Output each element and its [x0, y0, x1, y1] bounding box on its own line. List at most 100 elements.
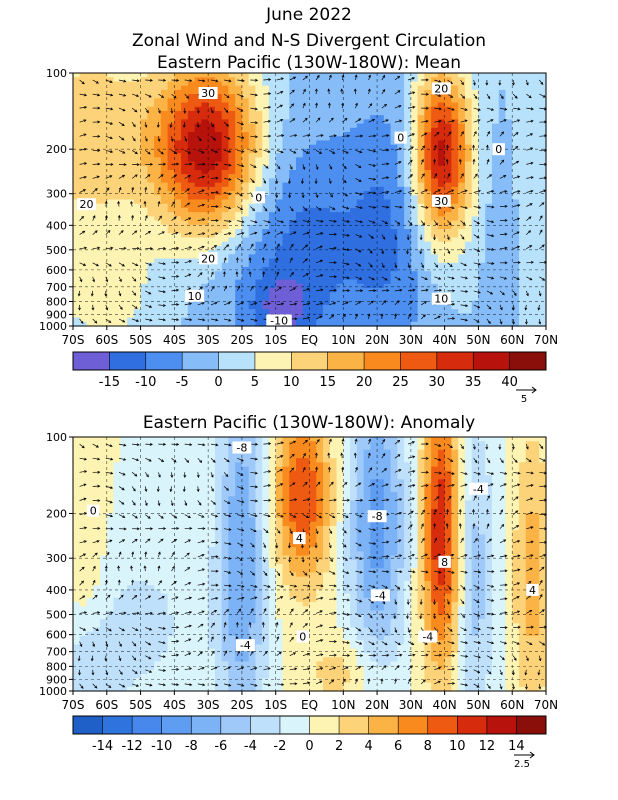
- field-cell: [187, 132, 196, 137]
- field-cell: [525, 250, 534, 255]
- wind-arrow-head: [228, 163, 232, 167]
- wind-arrow: [210, 122, 214, 128]
- field-cell: [214, 203, 223, 209]
- wind-arrow: [526, 203, 533, 207]
- field-cell: [93, 77, 101, 83]
- field-cell: [350, 199, 358, 205]
- field-cell: [262, 127, 270, 133]
- field-cell: [424, 157, 432, 163]
- wind-arrow: [316, 220, 324, 222]
- field-cell: [458, 136, 466, 142]
- wind-arrow: [512, 132, 519, 137]
- field-cell: [214, 161, 223, 167]
- field-cell: [79, 313, 88, 319]
- field-cell: [323, 140, 331, 146]
- field-cell: [194, 224, 202, 230]
- field-cell: [167, 199, 175, 205]
- field-cell: [431, 321, 439, 327]
- field-cell: [167, 220, 175, 226]
- wind-arrow-head: [327, 88, 331, 92]
- field-cell: [431, 313, 439, 319]
- field-cell: [289, 245, 297, 251]
- field-cell: [485, 262, 493, 268]
- field-cell: [154, 174, 162, 180]
- field-cell: [329, 182, 338, 188]
- field-cell: [86, 98, 94, 104]
- field-cell: [390, 106, 398, 112]
- field-cell: [73, 110, 81, 116]
- wind-arrow: [394, 206, 402, 208]
- field-cell: [113, 102, 121, 108]
- field-cell: [532, 73, 540, 78]
- field-cell: [228, 153, 236, 158]
- field-cell: [410, 262, 419, 268]
- field-cell: [147, 144, 155, 150]
- field-cell: [167, 132, 175, 137]
- field-cell: [235, 321, 243, 327]
- field-cell: [214, 313, 223, 319]
- field-cell: [221, 73, 230, 78]
- field-cell: [539, 245, 547, 251]
- field-cell: [471, 195, 480, 201]
- field-cell: [194, 127, 202, 133]
- field-cell: [478, 81, 486, 87]
- field-cell: [370, 292, 378, 298]
- field-cell: [397, 127, 405, 133]
- field-cell: [228, 317, 236, 323]
- field-cell: [404, 132, 412, 137]
- field-cell: [214, 85, 223, 91]
- field-cell: [431, 262, 439, 268]
- field-cell: [478, 136, 486, 142]
- field-cell: [383, 115, 392, 120]
- field-cell: [147, 271, 155, 276]
- wind-arrow: [342, 149, 349, 154]
- wind-arrow-head: [399, 205, 403, 209]
- wind-arrow: [79, 189, 86, 193]
- field-cell: [221, 203, 230, 209]
- field-cell: [73, 73, 81, 78]
- field-cell: [120, 300, 128, 306]
- field-cell: [248, 169, 257, 175]
- field-cell: [127, 119, 135, 125]
- field-cell: [73, 271, 81, 276]
- field-cell: [390, 174, 398, 180]
- field-cell: [295, 195, 304, 201]
- field-cell: [154, 245, 162, 251]
- field-cell: [106, 296, 115, 302]
- field-cell: [316, 279, 324, 285]
- field-cell: [214, 106, 223, 112]
- field-cell: [154, 119, 162, 125]
- field-cell: [485, 279, 493, 285]
- field-cell: [187, 182, 196, 188]
- field-cell: [255, 174, 263, 180]
- field-cell: [343, 182, 351, 188]
- field-cell: [106, 123, 115, 129]
- field-cell: [282, 237, 290, 243]
- field-cell: [356, 165, 365, 171]
- field-cell: [147, 241, 155, 247]
- field-cell: [336, 207, 344, 213]
- field-cell: [464, 304, 473, 310]
- field-cell: [539, 237, 547, 243]
- field-cell: [329, 258, 338, 264]
- field-cell: [356, 136, 365, 142]
- field-cell: [133, 292, 142, 298]
- field-cell: [93, 199, 101, 205]
- field-cell: [458, 250, 466, 255]
- field-cell: [235, 161, 243, 167]
- field-cell: [518, 123, 527, 129]
- field-cell: [194, 161, 202, 167]
- field-cell: [147, 178, 155, 184]
- field-cell: [505, 300, 513, 306]
- wind-arrow-head: [95, 80, 99, 84]
- field-cell: [363, 304, 371, 310]
- field-cell: [343, 250, 351, 255]
- field-cell: [275, 233, 284, 239]
- field-cell: [208, 119, 216, 125]
- field-cell: [363, 266, 371, 272]
- field-cell: [444, 275, 452, 281]
- wind-arrow-head: [373, 149, 377, 153]
- field-cell: [532, 132, 540, 137]
- wind-arrow: [381, 220, 388, 224]
- field-cell: [194, 73, 202, 78]
